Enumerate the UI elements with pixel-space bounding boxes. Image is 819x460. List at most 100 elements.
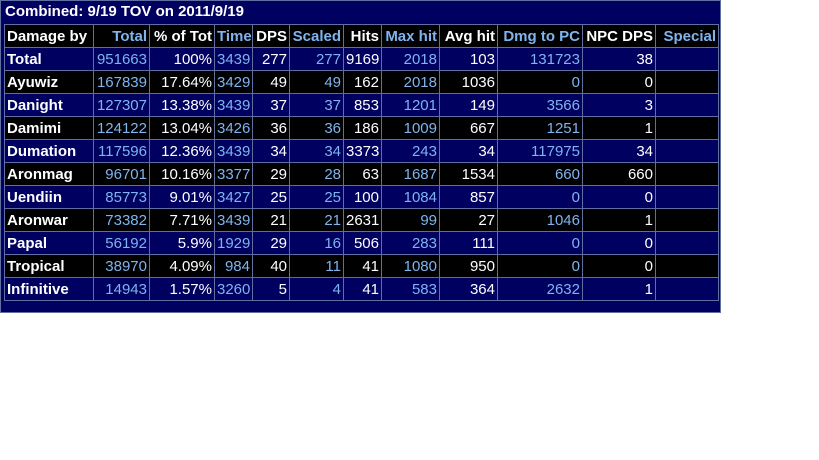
cell-time[interactable]: 3427: [214, 185, 253, 209]
cell-special[interactable]: [655, 208, 719, 232]
column-header-time[interactable]: Time: [214, 24, 253, 48]
cell-total[interactable]: 38970: [93, 254, 150, 278]
cell-dmg-to-pc[interactable]: 131723: [497, 47, 583, 71]
cell-total[interactable]: 14943: [93, 277, 150, 301]
cell-time[interactable]: 3260: [214, 277, 253, 301]
cell-max-hit[interactable]: 2018: [381, 47, 440, 71]
damage-source-name: Danight: [4, 93, 94, 117]
cell-avg-hit: 1534: [439, 162, 498, 186]
cell-total[interactable]: 124122: [93, 116, 150, 140]
cell-total[interactable]: 85773: [93, 185, 150, 209]
cell-special[interactable]: [655, 70, 719, 94]
column-header-total[interactable]: Total: [93, 24, 150, 48]
cell-of-tot: 4.09%: [149, 254, 215, 278]
cell-dmg-to-pc[interactable]: 1251: [497, 116, 583, 140]
column-header-max-hit[interactable]: Max hit: [381, 24, 440, 48]
table-row: Danight 127307 13.38% 3439 37 37 853 1201 149 356…: [4, 93, 719, 117]
cell-scaled[interactable]: 49: [289, 70, 344, 94]
cell-dps: 34: [252, 139, 290, 163]
column-header-scaled[interactable]: Scaled: [289, 24, 344, 48]
cell-scaled[interactable]: 277: [289, 47, 344, 71]
cell-special[interactable]: [655, 93, 719, 117]
cell-time[interactable]: 3439: [214, 47, 253, 71]
cell-time[interactable]: 3429: [214, 70, 253, 94]
cell-of-tot: 13.04%: [149, 116, 215, 140]
damage-source-name: Tropical: [4, 254, 94, 278]
cell-max-hit[interactable]: 2018: [381, 70, 440, 94]
cell-total[interactable]: 96701: [93, 162, 150, 186]
cell-dmg-to-pc[interactable]: 660: [497, 162, 583, 186]
cell-npc-dps: 0: [582, 185, 656, 209]
cell-hits: 41: [343, 277, 382, 301]
cell-avg-hit: 364: [439, 277, 498, 301]
damage-source-name: Damimi: [4, 116, 94, 140]
cell-scaled[interactable]: 21: [289, 208, 344, 232]
cell-npc-dps: 1: [582, 116, 656, 140]
cell-dmg-to-pc[interactable]: 2632: [497, 277, 583, 301]
cell-scaled[interactable]: 4: [289, 277, 344, 301]
cell-time[interactable]: 984: [214, 254, 253, 278]
cell-time[interactable]: 3439: [214, 93, 253, 117]
cell-max-hit[interactable]: 1080: [381, 254, 440, 278]
column-header-of-tot: % of Tot: [149, 24, 215, 48]
cell-max-hit[interactable]: 1009: [381, 116, 440, 140]
damage-source-name: Dumation: [4, 139, 94, 163]
cell-dmg-to-pc[interactable]: 3566: [497, 93, 583, 117]
column-header-dmg-to-pc[interactable]: Dmg to PC: [497, 24, 583, 48]
cell-special[interactable]: [655, 162, 719, 186]
cell-max-hit[interactable]: 583: [381, 277, 440, 301]
cell-dps: 40: [252, 254, 290, 278]
cell-max-hit[interactable]: 243: [381, 139, 440, 163]
cell-dmg-to-pc[interactable]: 0: [497, 231, 583, 255]
column-header-avg-hit: Avg hit: [439, 24, 498, 48]
cell-dmg-to-pc[interactable]: 117975: [497, 139, 583, 163]
cell-dmg-to-pc[interactable]: 0: [497, 254, 583, 278]
damage-source-name: Ayuwiz: [4, 70, 94, 94]
cell-of-tot: 100%: [149, 47, 215, 71]
cell-special[interactable]: [655, 139, 719, 163]
cell-special[interactable]: [655, 254, 719, 278]
cell-max-hit[interactable]: 1084: [381, 185, 440, 209]
cell-max-hit[interactable]: 99: [381, 208, 440, 232]
cell-total[interactable]: 73382: [93, 208, 150, 232]
cell-scaled[interactable]: 34: [289, 139, 344, 163]
cell-special[interactable]: [655, 231, 719, 255]
cell-of-tot: 1.57%: [149, 277, 215, 301]
cell-special[interactable]: [655, 47, 719, 71]
cell-total[interactable]: 951663: [93, 47, 150, 71]
cell-avg-hit: 103: [439, 47, 498, 71]
cell-avg-hit: 149: [439, 93, 498, 117]
cell-special[interactable]: [655, 116, 719, 140]
cell-special[interactable]: [655, 277, 719, 301]
cell-scaled[interactable]: 36: [289, 116, 344, 140]
cell-time[interactable]: 3426: [214, 116, 253, 140]
table-row: Aronwar 73382 7.71% 3439 21 21 2631 99 27 1046 1: [4, 208, 719, 232]
cell-total[interactable]: 167839: [93, 70, 150, 94]
cell-time[interactable]: 3439: [214, 208, 253, 232]
cell-scaled[interactable]: 25: [289, 185, 344, 209]
cell-special[interactable]: [655, 185, 719, 209]
cell-npc-dps: 0: [582, 70, 656, 94]
table-body: Total 951663 100% 3439 277 277 9169 2018 103 1317…: [4, 47, 719, 301]
cell-total[interactable]: 117596: [93, 139, 150, 163]
cell-scaled[interactable]: 16: [289, 231, 344, 255]
cell-time[interactable]: 3377: [214, 162, 253, 186]
cell-avg-hit: 950: [439, 254, 498, 278]
cell-scaled[interactable]: 28: [289, 162, 344, 186]
cell-total[interactable]: 127307: [93, 93, 150, 117]
damage-table: Damage by Total% of Tot Time DPS Scaled Hits M…: [4, 24, 719, 301]
cell-time[interactable]: 1929: [214, 231, 253, 255]
cell-total[interactable]: 56192: [93, 231, 150, 255]
cell-max-hit[interactable]: 1687: [381, 162, 440, 186]
cell-max-hit[interactable]: 1201: [381, 93, 440, 117]
column-header-special[interactable]: Special: [655, 24, 719, 48]
cell-scaled[interactable]: 37: [289, 93, 344, 117]
cell-dmg-to-pc[interactable]: 1046: [497, 208, 583, 232]
cell-avg-hit: 857: [439, 185, 498, 209]
cell-dmg-to-pc[interactable]: 0: [497, 185, 583, 209]
cell-max-hit[interactable]: 283: [381, 231, 440, 255]
cell-of-tot: 17.64%: [149, 70, 215, 94]
cell-time[interactable]: 3439: [214, 139, 253, 163]
cell-scaled[interactable]: 11: [289, 254, 344, 278]
cell-dmg-to-pc[interactable]: 0: [497, 70, 583, 94]
